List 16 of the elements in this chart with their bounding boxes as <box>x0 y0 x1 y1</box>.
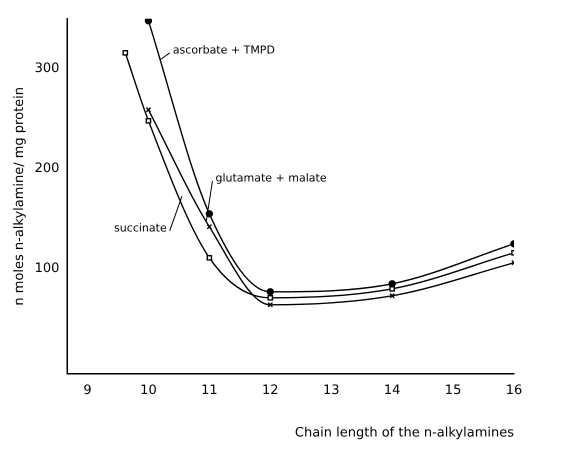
x-tick-label: 10 <box>140 382 157 398</box>
x-tick-label: 16 <box>506 382 522 398</box>
y-tick-label: 100 <box>34 261 60 276</box>
x-tick-label: 9 <box>83 382 92 398</box>
series-label: succinate <box>114 222 167 235</box>
x-tick-label: 12 <box>262 382 279 398</box>
x-axis-title: Chain length of the n-alkylamines <box>294 426 514 441</box>
x-tick-label: 14 <box>384 382 400 398</box>
y-axis-title: n moles n-alkylamine/ mg protein <box>12 86 28 306</box>
x-tick-label: 15 <box>444 382 462 398</box>
x-tick-label: 13 <box>322 382 340 398</box>
text: glutamate + malate <box>215 172 327 185</box>
y-tick-label: 300 <box>34 61 60 76</box>
legend-label: ascorbate + TMPD <box>172 44 275 57</box>
y-tick-label: 200 <box>34 161 60 176</box>
x-tick-label: 11 <box>201 382 218 398</box>
